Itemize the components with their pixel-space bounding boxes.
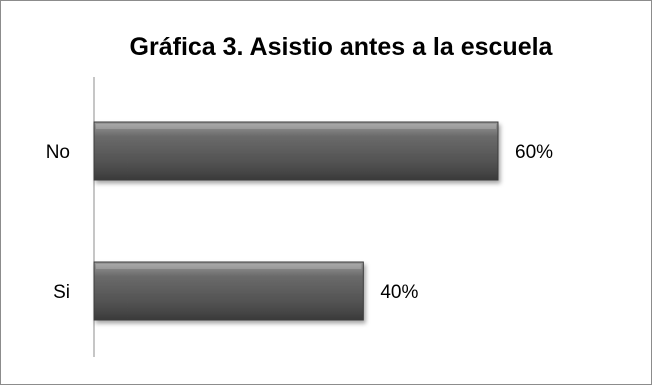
category-label-si: Si (53, 282, 70, 303)
data-label-si: 40% (380, 282, 418, 303)
chart-title: Gráfica 3. Asistio antes a la escuela (129, 33, 553, 61)
bar-no-highlight (96, 124, 496, 129)
bar-si (93, 261, 364, 321)
category-label-no: No (46, 142, 70, 163)
bar-si-highlight (96, 264, 362, 269)
bar-no (93, 121, 499, 181)
data-label-no: 60% (515, 142, 553, 163)
